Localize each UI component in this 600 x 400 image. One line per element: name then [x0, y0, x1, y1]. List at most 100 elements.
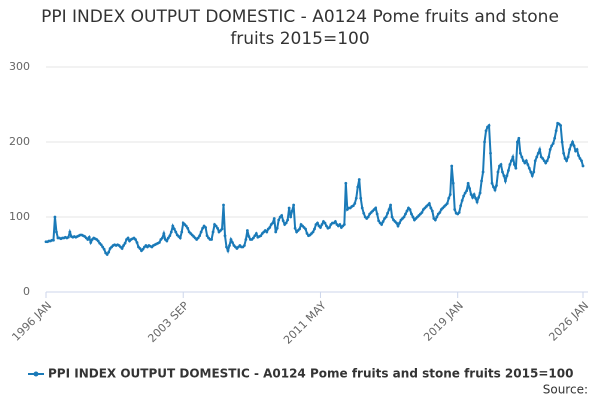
data-point [514, 166, 518, 170]
data-point [562, 151, 566, 155]
data-point [275, 226, 279, 230]
data-point [268, 226, 272, 229]
data-point [536, 151, 540, 155]
data-point [254, 232, 258, 235]
data-point [259, 234, 263, 238]
data-point [210, 238, 213, 241]
data-point [492, 185, 495, 189]
data-point [395, 221, 398, 225]
data-point [351, 204, 355, 208]
data-point [214, 224, 218, 228]
x-tick-label: 2026 JAN [546, 299, 591, 344]
data-point [53, 215, 57, 219]
data-point [577, 154, 580, 157]
data-point [390, 215, 394, 219]
data-point [138, 247, 142, 250]
data-point [502, 174, 506, 178]
x-tick-label: 2003 SEP [145, 299, 191, 345]
data-point [304, 227, 307, 231]
data-point [305, 232, 309, 235]
data-point [169, 230, 173, 234]
data-point [402, 215, 406, 219]
data-point [141, 247, 145, 251]
data-point [529, 170, 533, 174]
data-point [532, 170, 536, 174]
data-point [505, 174, 509, 178]
chart-title: PPI INDEX OUTPUT DOMESTIC - A0124 Pome f… [41, 7, 559, 49]
data-point [245, 229, 249, 232]
data-point [566, 155, 570, 159]
data-point [265, 230, 269, 234]
data-point [565, 159, 568, 163]
data-point [499, 163, 503, 166]
data-point [325, 224, 328, 228]
data-point [374, 206, 378, 210]
data-point [478, 191, 482, 195]
data-point [338, 223, 342, 226]
data-point [493, 188, 497, 192]
data-point [199, 230, 203, 234]
data-point [398, 221, 401, 225]
data-point [405, 209, 409, 213]
data-point [96, 239, 100, 243]
data-point [559, 124, 563, 127]
data-point [550, 144, 554, 148]
data-point [481, 170, 485, 174]
data-point [526, 163, 530, 166]
data-point [511, 155, 515, 159]
data-point [226, 249, 230, 253]
data-point [484, 129, 488, 133]
data-point [102, 247, 106, 251]
data-point [581, 164, 585, 168]
data-point [204, 226, 208, 229]
data-point [521, 159, 525, 163]
data-point [512, 163, 516, 166]
data-point [447, 196, 451, 200]
data-point [411, 215, 415, 219]
data-point [172, 227, 176, 231]
data-point [66, 235, 70, 239]
data-point [408, 208, 412, 211]
data-point [548, 148, 552, 151]
data-point [520, 155, 524, 159]
data-point [483, 140, 486, 144]
data-point [311, 230, 315, 234]
data-line [46, 121, 584, 257]
data-point [292, 203, 296, 207]
data-point [52, 238, 55, 242]
data-point [356, 185, 360, 189]
data-point [554, 129, 558, 133]
data-point [462, 194, 466, 198]
data-point [507, 169, 510, 172]
data-point [242, 244, 246, 247]
data-point [515, 140, 519, 144]
data-point [429, 206, 433, 210]
data-point [387, 208, 391, 211]
data-point [220, 227, 224, 231]
data-point [538, 148, 542, 151]
data-point [523, 161, 527, 165]
data-point [501, 170, 504, 174]
data-point [474, 196, 477, 200]
data-point [286, 218, 290, 222]
data-point [333, 220, 337, 223]
data-point [386, 211, 389, 215]
data-point [196, 236, 200, 240]
data-point [289, 215, 293, 219]
data-point [362, 211, 366, 215]
data-point [223, 234, 227, 238]
data-point [205, 234, 209, 238]
data-point [281, 219, 285, 223]
data-point [211, 230, 215, 234]
data-point [216, 226, 219, 230]
legend-label: PPI INDEX OUTPUT DOMESTIC - A0124 Pome f… [48, 367, 573, 381]
data-point [319, 226, 322, 229]
data-point [451, 181, 455, 185]
data-point [359, 196, 363, 200]
data-point [560, 140, 564, 144]
data-point [530, 174, 534, 178]
data-point [465, 189, 469, 193]
data-point [316, 221, 319, 225]
data-point [375, 212, 379, 216]
data-point [463, 191, 467, 195]
